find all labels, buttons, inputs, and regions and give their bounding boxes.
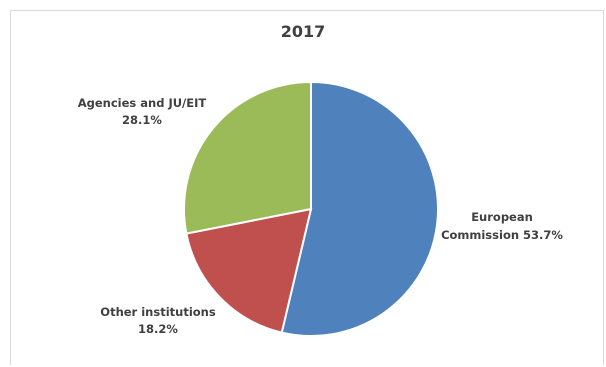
data-label-european-commission-line1: European (471, 210, 533, 224)
data-label-agencies-and-ju-eit-line1: Agencies and JU/EIT (78, 96, 207, 110)
data-label-european-commission-line2: Commission 53.7% (441, 228, 563, 242)
pie-slice-other-institutions (185, 207, 313, 334)
chart-title: 2017 (280, 22, 326, 41)
data-label-other-institutions-line2: 18.2% (138, 322, 178, 336)
pie-slice-european-commission (280, 80, 439, 337)
chart-frame (10, 10, 604, 365)
data-label-other-institutions-line1: Other institutions (100, 305, 216, 319)
data-label-agencies-and-ju-eit-line2: 28.1% (122, 113, 162, 127)
pie-slice-agencies-and-ju-eit (183, 80, 312, 235)
